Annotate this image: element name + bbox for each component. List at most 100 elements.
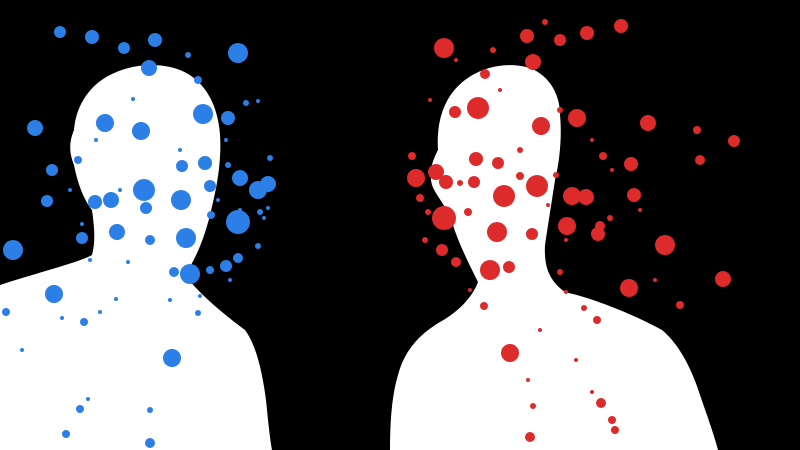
red-dot [655,235,675,255]
red-dot [599,152,607,160]
red-dot [695,155,705,165]
red-dot [590,390,594,394]
blue-dot [126,260,130,264]
blue-dot [260,176,276,192]
blue-dot [178,148,182,152]
red-dot [557,107,563,113]
blue-dot [147,407,153,413]
blue-dot [60,316,64,320]
blue-dot [225,162,231,168]
blue-dot [194,76,202,84]
red-dot [434,38,454,58]
red-dot [607,215,613,221]
blue-dot [233,253,243,263]
red-dot [590,138,594,142]
red-dot [558,217,576,235]
red-dot [530,403,536,409]
red-dot [624,157,638,171]
blue-dot [131,97,135,101]
blue-dot [80,222,84,226]
blue-dot [96,114,114,132]
blue-dot [168,298,172,302]
blue-dot [206,266,214,274]
blue-dot [20,348,24,352]
blue-dot [176,228,196,248]
blue-dot [204,180,216,192]
red-dot [467,97,489,119]
red-dot [432,206,456,230]
blue-dot [195,310,201,316]
blue-dot [140,202,152,214]
red-dot [538,328,542,332]
blue-dots-group [2,26,276,448]
blue-dot [226,210,250,234]
red-dot [593,316,601,324]
blue-dot [98,310,102,314]
red-dot [638,208,642,212]
red-dot [676,301,684,309]
red-dot [525,54,541,70]
red-dot [436,244,448,256]
red-dot [516,172,524,180]
red-dot [469,152,483,166]
blue-dot [2,308,10,316]
red-dot [407,169,425,187]
blue-dot [243,100,249,106]
blue-dot [185,52,191,58]
red-dot [693,126,701,134]
red-dot [525,432,535,442]
blue-dot [193,104,213,124]
blue-dot [216,198,220,202]
red-dot [490,47,496,53]
red-dot [728,135,740,147]
red-dot [611,426,619,434]
red-dot [428,164,444,180]
red-dot [457,180,463,186]
red-dot [439,175,453,189]
red-dot [422,237,428,243]
red-dot [546,203,550,207]
red-dot [557,269,563,275]
blue-dot [266,206,270,210]
red-dot [526,378,530,382]
blue-dot [198,156,212,170]
blue-dot [232,170,248,186]
red-dot [480,69,490,79]
blue-dot [148,33,162,47]
red-dot [564,290,568,294]
blue-dot [180,264,200,284]
red-dot [451,257,461,267]
blue-dot [198,294,202,298]
blue-dot [74,156,82,164]
blue-dot [88,195,102,209]
blue-dot [145,235,155,245]
blue-dot [141,60,157,76]
blue-dot [62,430,70,438]
red-dot [526,175,548,197]
red-dot [580,26,594,40]
red-dot [596,398,606,408]
red-dot [468,288,472,292]
blue-dot [76,232,88,244]
red-dot [554,34,566,46]
blue-dot [224,138,228,142]
red-dot [620,279,638,297]
blue-dot [267,155,273,161]
blue-dot [109,224,125,240]
blue-dot [228,278,232,282]
blue-dot [27,120,43,136]
blue-dot [163,349,181,367]
blue-dot [221,111,235,125]
red-dot [553,172,559,178]
blue-dot [145,438,155,448]
blue-dot [88,258,92,262]
blue-dot [41,195,53,207]
red-dot [614,19,628,33]
red-dot [454,58,458,62]
red-dot [503,261,515,273]
red-dot [408,152,416,160]
red-dot [653,278,657,282]
red-dot [563,187,581,205]
red-dot [501,344,519,362]
